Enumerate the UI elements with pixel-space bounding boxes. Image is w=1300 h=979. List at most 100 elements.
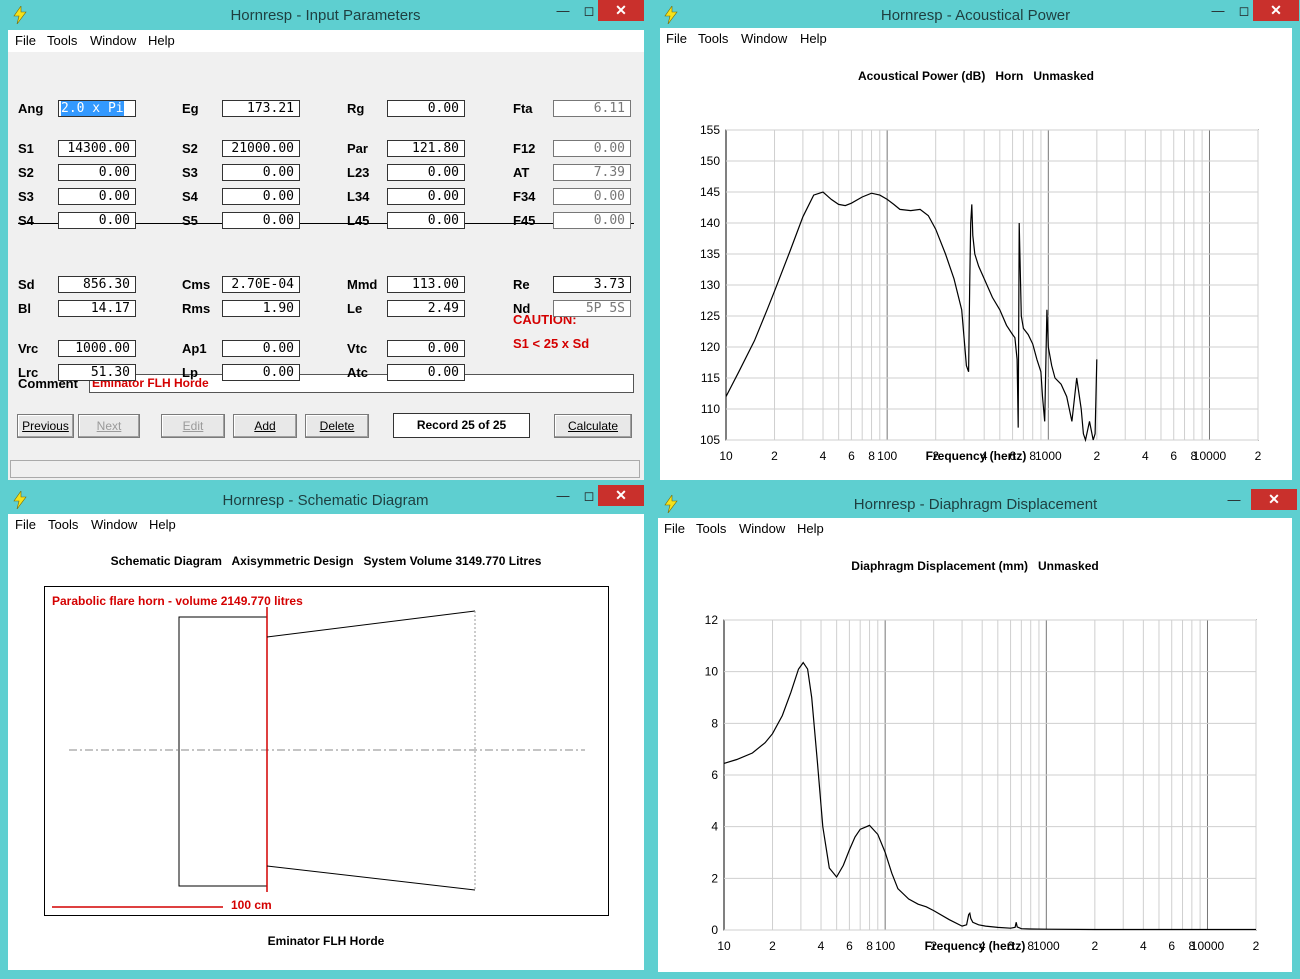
field-rg[interactable]: 0.00	[387, 100, 465, 117]
menu-help[interactable]: Help	[149, 517, 176, 532]
minimize-button[interactable]: —	[556, 488, 570, 503]
menu-bar: File Tools Window Help	[8, 30, 644, 52]
menu-window[interactable]: Window	[91, 517, 138, 532]
label-le: Le	[347, 301, 363, 316]
schematic-footer: Eminator FLH Horde	[267, 934, 385, 948]
minimize-button[interactable]: —	[556, 3, 570, 18]
delete-button[interactable]: Delete	[305, 414, 369, 438]
field-ang[interactable]: 2.0 x Pi	[58, 100, 136, 117]
next-button[interactable]: Next	[78, 414, 140, 438]
minimize-button[interactable]: —	[1227, 492, 1241, 507]
y-tick-label: 150	[700, 154, 720, 168]
menu-help[interactable]: Help	[148, 33, 175, 48]
menu-file[interactable]: File	[15, 33, 36, 48]
menu-file[interactable]: File	[666, 31, 687, 46]
edit-button[interactable]: Edit	[161, 414, 225, 438]
minimize-button[interactable]: —	[1211, 3, 1225, 18]
close-button[interactable]: ✕	[1251, 489, 1297, 510]
label-l34: L34	[347, 189, 370, 204]
label-s4: S4	[18, 213, 34, 228]
field-fta[interactable]: 6.11	[553, 100, 631, 117]
field-nd[interactable]: 5P 5S	[553, 300, 631, 317]
field-s3[interactable]: 0.00	[222, 164, 300, 181]
menu-window[interactable]: Window	[90, 33, 137, 48]
x-tick-label: 4	[981, 449, 988, 463]
field-s4[interactable]: 0.00	[222, 188, 300, 205]
menu-help[interactable]: Help	[800, 31, 827, 46]
x-tick-label: 2	[1091, 939, 1098, 953]
x-tick-label: 10000	[1191, 939, 1225, 953]
field-atc[interactable]: 0.00	[387, 364, 465, 381]
calculate-button[interactable]: Calculate	[554, 414, 632, 438]
field-at[interactable]: 7.39	[553, 164, 631, 181]
field-l45[interactable]: 0.00	[387, 212, 465, 229]
displacement-window-titlebar[interactable]: Hornresp - Diaphragm Displacement — ✕	[651, 489, 1300, 519]
input-window-client: File Tools Window Help CAUTION: S1 < 25 …	[8, 30, 644, 480]
restore-button[interactable]: ◻	[583, 488, 595, 503]
field-s4[interactable]: 0.00	[58, 212, 136, 229]
field-le[interactable]: 2.49	[387, 300, 465, 317]
field-par[interactable]: 121.80	[387, 140, 465, 157]
x-tick-label: 6	[1168, 939, 1175, 953]
displacement-window-title: Hornresp - Diaphragm Displacement	[853, 496, 1098, 513]
field-l23[interactable]: 0.00	[387, 164, 465, 181]
series-line	[725, 191, 1098, 443]
field-s2[interactable]: 21000.00	[222, 140, 300, 157]
label-s3: S3	[182, 165, 198, 180]
schematic-window-titlebar[interactable]: Hornresp - Schematic Diagram — ◻ ✕	[0, 485, 651, 515]
field-re[interactable]: 3.73	[553, 276, 631, 293]
field-l34[interactable]: 0.00	[387, 188, 465, 205]
field-s3[interactable]: 0.00	[58, 188, 136, 205]
field-mmd[interactable]: 113.00	[387, 276, 465, 293]
field-sd[interactable]: 856.30	[58, 276, 136, 293]
y-tick-label: 10	[705, 665, 719, 679]
field-lp[interactable]: 0.00	[222, 364, 300, 381]
menu-tools[interactable]: Tools	[696, 521, 727, 536]
close-button[interactable]: ✕	[1253, 0, 1299, 21]
label-s3: S3	[18, 189, 34, 204]
close-button[interactable]: ✕	[598, 0, 644, 21]
label-vrc: Vrc	[18, 341, 39, 356]
x-tick-label: 10000	[1193, 449, 1227, 463]
field-vrc[interactable]: 1000.00	[58, 340, 136, 357]
menu-tools[interactable]: Tools	[47, 33, 78, 48]
label-l45: L45	[347, 213, 370, 228]
menu-tools[interactable]: Tools	[48, 517, 79, 532]
field-ap1[interactable]: 0.00	[222, 340, 300, 357]
field-eg[interactable]: 173.21	[222, 100, 300, 117]
field-bl[interactable]: 14.17	[58, 300, 136, 317]
previous-button[interactable]: Previous	[17, 414, 74, 438]
input-window-titlebar[interactable]: Hornresp - Input Parameters — ◻ ✕	[0, 0, 651, 30]
label-lrc: Lrc	[18, 365, 39, 380]
field-f12[interactable]: 0.00	[553, 140, 631, 157]
label-at: AT	[513, 165, 530, 180]
menu-tools[interactable]: Tools	[698, 31, 729, 46]
field-cms[interactable]: 2.70E-04	[222, 276, 300, 293]
field-lrc[interactable]: 51.30	[58, 364, 136, 381]
y-tick-label: 120	[700, 340, 720, 354]
y-tick-label: 8	[711, 716, 718, 730]
field-s2[interactable]: 0.00	[58, 164, 136, 181]
field-s5[interactable]: 0.00	[222, 212, 300, 229]
field-vtc[interactable]: 0.00	[387, 340, 465, 357]
menu-file[interactable]: File	[15, 517, 36, 532]
y-tick-label: 105	[700, 433, 720, 447]
menu-window[interactable]: Window	[741, 31, 788, 46]
horn-top-wall	[266, 610, 476, 638]
label-s2: S2	[18, 165, 34, 180]
caution-text: S1 < 25 x Sd	[513, 336, 590, 351]
menu-help[interactable]: Help	[797, 521, 824, 536]
x-tick-label: 4	[818, 939, 825, 953]
field-s1[interactable]: 14300.00	[58, 140, 136, 157]
field-f34[interactable]: 0.00	[553, 188, 631, 205]
restore-button[interactable]: ◻	[583, 3, 595, 18]
field-rms[interactable]: 1.90	[222, 300, 300, 317]
menu-file[interactable]: File	[664, 521, 685, 536]
menu-window[interactable]: Window	[739, 521, 786, 536]
restore-button[interactable]: ◻	[1238, 3, 1250, 18]
field-f45[interactable]: 0.00	[553, 212, 631, 229]
close-button[interactable]: ✕	[598, 485, 644, 506]
add-button[interactable]: Add	[233, 414, 297, 438]
acoustic-window-titlebar[interactable]: Hornresp - Acoustical Power — ◻ ✕	[651, 0, 1300, 30]
x-tick-label: 1000	[1035, 449, 1062, 463]
